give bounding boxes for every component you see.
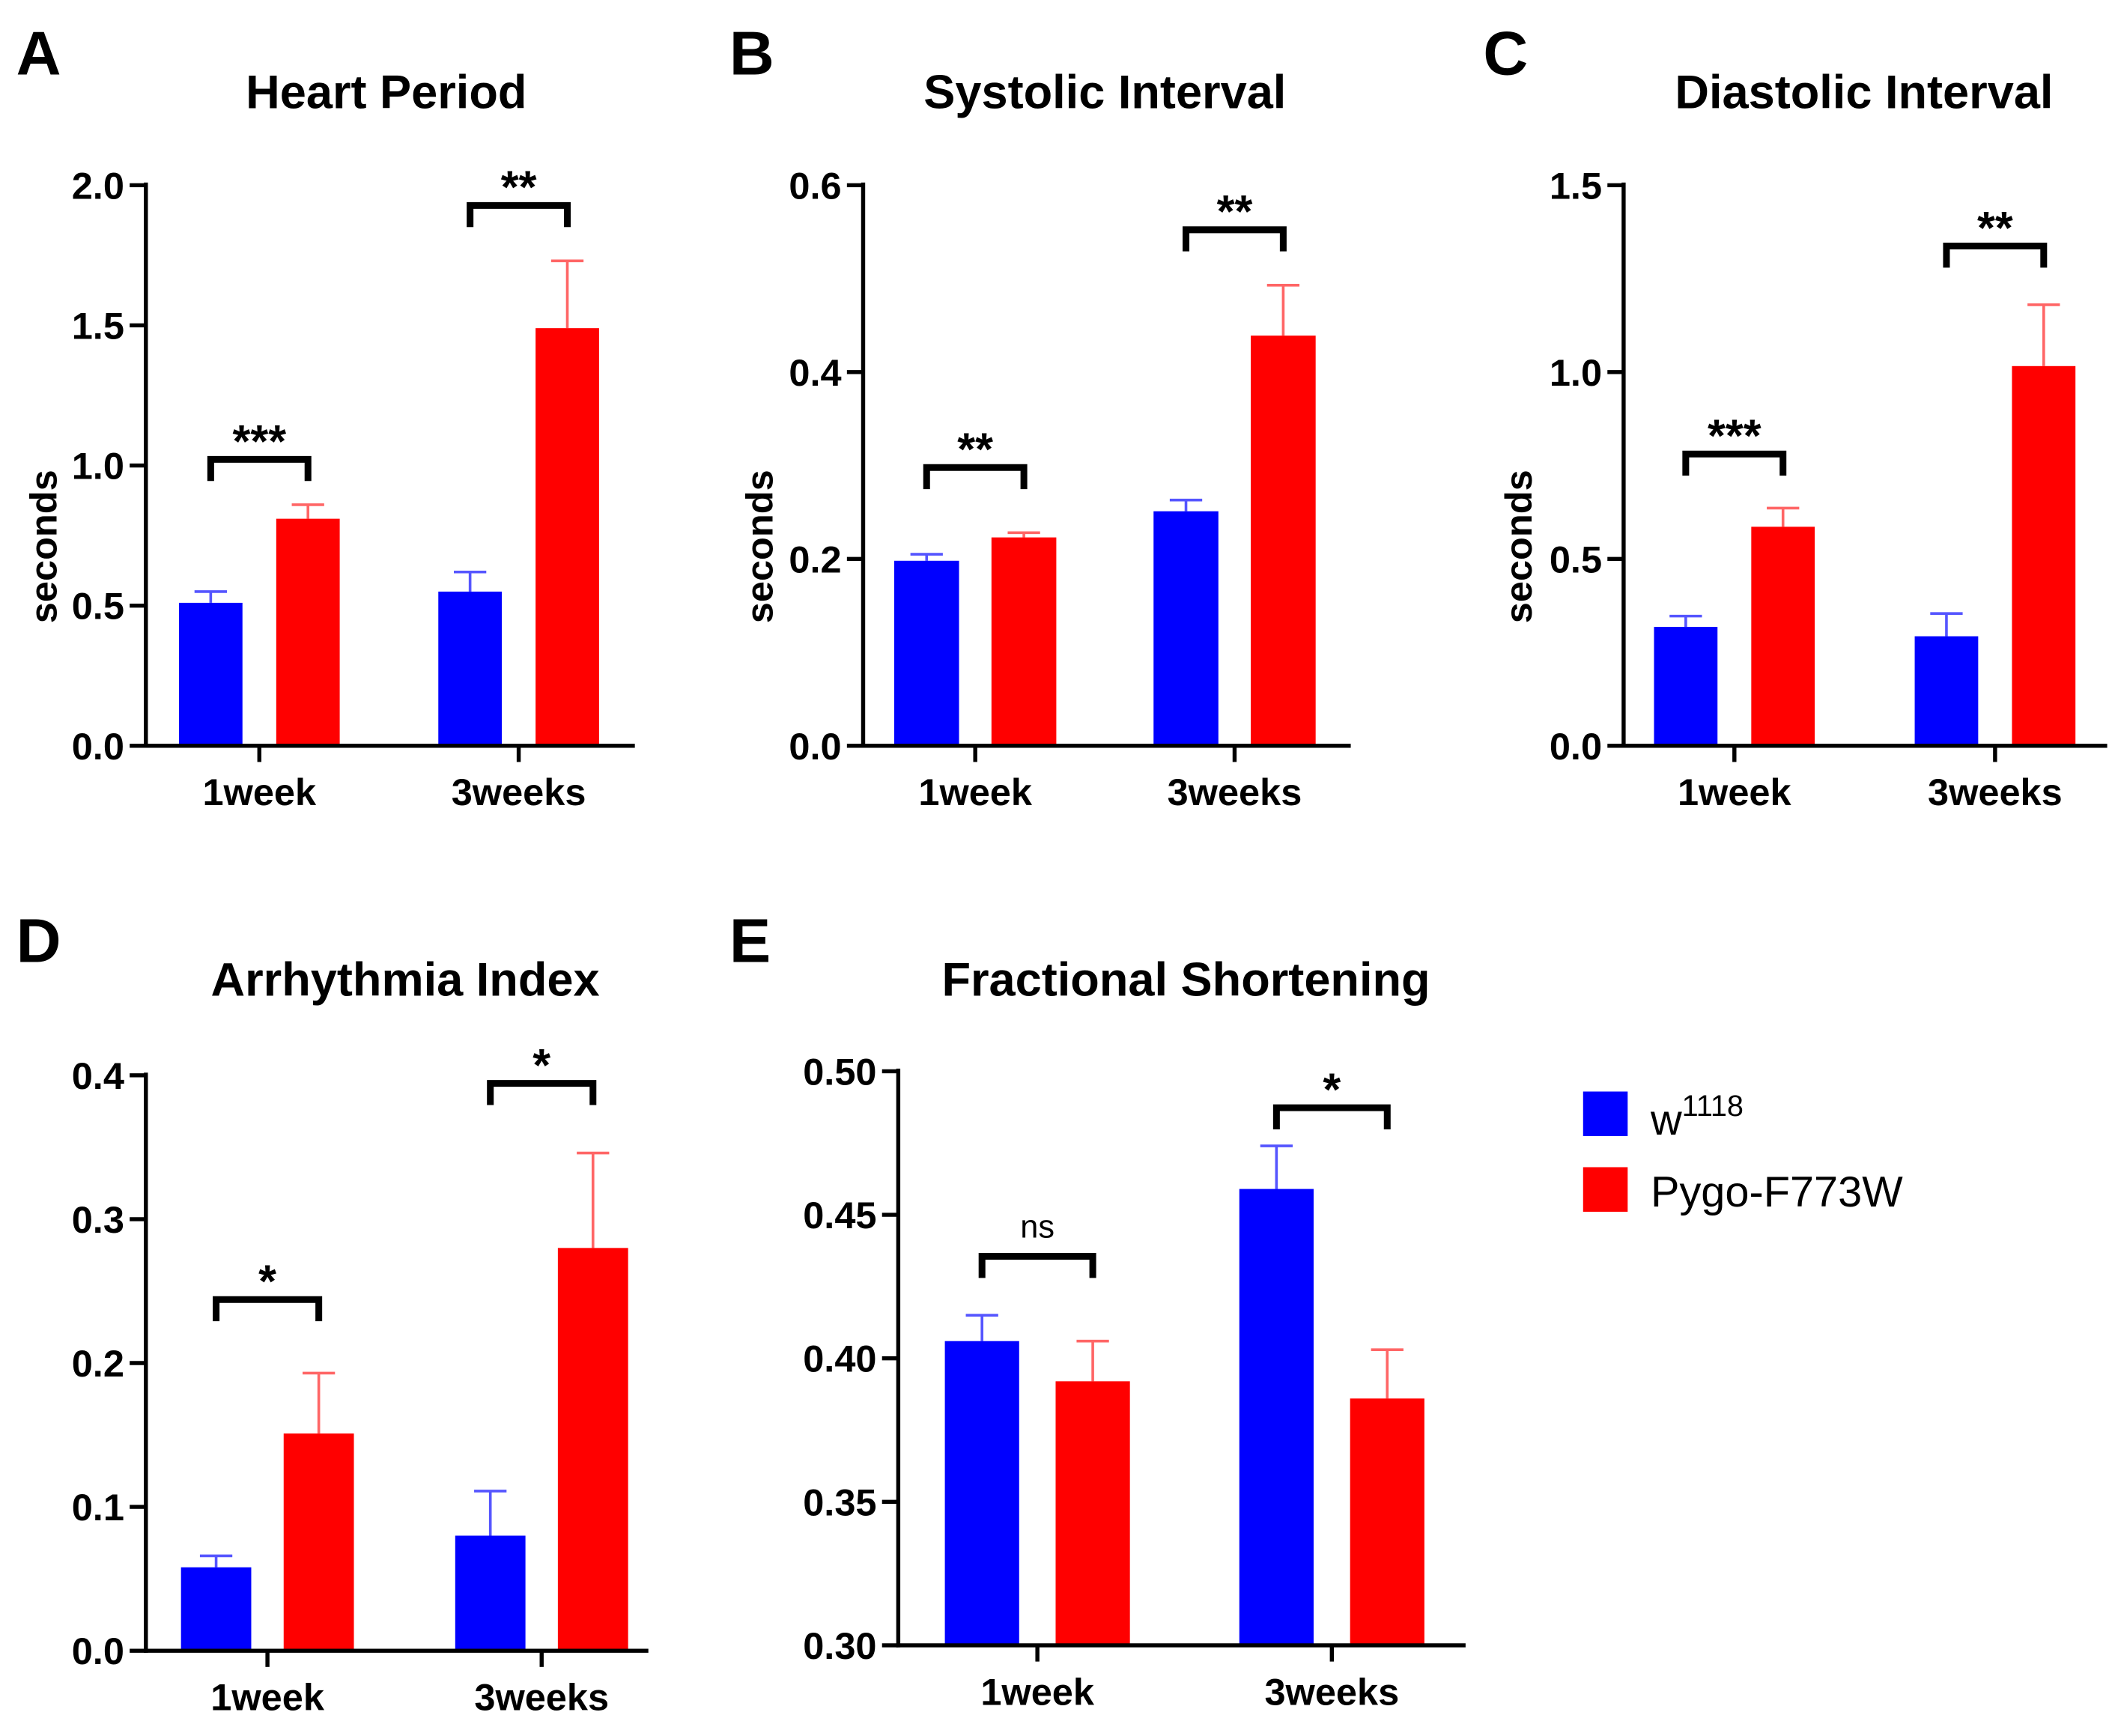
bar-pygo-f773w-3weeks (1350, 1398, 1424, 1645)
panel-d: D Arrhythmia Index 1week * 3weeks * 0.0 0.1 0.2 0… (16, 905, 649, 1719)
panel-b: B Systolic Interval seconds 1week ** 3weeks **… (729, 18, 1351, 813)
legend-swatch-pygo (1583, 1167, 1628, 1213)
y-tick-label: 1.5 (72, 304, 124, 347)
bar-w1118-1week (893, 560, 959, 746)
y-tick-label: 0.0 (789, 725, 841, 768)
significance-label: ** (1217, 185, 1253, 237)
bar-w1118-1week (178, 602, 243, 746)
y-tick-label: 0.4 (72, 1054, 124, 1097)
significance-bracket (923, 464, 1028, 490)
x-tick-label: 1week (980, 1670, 1095, 1713)
bar-w1118-3weeks (1239, 1189, 1314, 1645)
y-tick-label: 0.40 (803, 1338, 876, 1380)
y-tick-label: 0.6 (789, 164, 841, 207)
significance-label: * (1323, 1063, 1341, 1115)
y-axis-label: seconds (1497, 470, 1540, 623)
bar-w1118-3weeks (1914, 636, 1979, 746)
y-tick-label: 2.0 (72, 164, 124, 207)
significance-bracket (487, 1080, 597, 1105)
panel-letter: B (729, 18, 774, 88)
x-tick-label: 3weeks (1168, 771, 1302, 813)
y-axis-label: seconds (22, 470, 65, 623)
x-tick-label: 3weeks (452, 771, 586, 813)
significance-label: ** (957, 423, 993, 475)
bar-pygo-f773w-3weeks (2012, 365, 2076, 746)
panel-letter: A (16, 18, 61, 88)
significance-bracket (467, 201, 571, 228)
panel-a: A Heart Period seconds 1week *** 3weeks ** 0.0 0… (16, 18, 635, 813)
legend: w1118 Pygo-F773W (1583, 1090, 1903, 1216)
bar-w1118-3weeks (455, 1535, 526, 1651)
legend-label-pygo: Pygo-F773W (1651, 1168, 1903, 1216)
y-tick-label: 0.5 (72, 585, 124, 628)
chart-title: Arrhythmia Index (211, 953, 600, 1006)
legend-label-w1118: w1118 (1650, 1090, 1744, 1144)
x-tick-label: 1week (1678, 771, 1792, 813)
bar-pygo-f773w-3weeks (557, 1248, 628, 1651)
chart-title: Heart Period (246, 66, 527, 118)
y-tick-label: 0.2 (789, 538, 841, 580)
y-tick-label: 0.45 (803, 1194, 876, 1236)
y-tick-label: 0.2 (72, 1342, 124, 1385)
significance-bracket (1943, 242, 2048, 268)
significance-label: *** (232, 415, 286, 467)
y-tick-label: 0.50 (803, 1050, 876, 1093)
bar-w1118-3weeks (1153, 511, 1219, 746)
significance-label: ns (1020, 1209, 1055, 1245)
bar-w1118-1week (1654, 627, 1718, 746)
panel-letter: C (1483, 18, 1528, 88)
y-tick-label: 0.0 (72, 725, 124, 768)
panel-e: E Fractional Shortening 1week ns 3weeks * 0.30… (729, 905, 1466, 1713)
bar-pygo-f773w-1week (1055, 1381, 1130, 1645)
legend-swatch-w1118 (1583, 1091, 1628, 1137)
bar-pygo-f773w-3weeks (535, 328, 599, 746)
chart-title: Diastolic Interval (1675, 66, 2053, 118)
bar-w1118-1week (180, 1567, 252, 1651)
bar-pygo-f773w-3weeks (1251, 336, 1316, 746)
significance-bracket (1272, 1104, 1391, 1129)
y-tick-label: 0.35 (803, 1481, 876, 1523)
chart-title: Fractional Shortening (941, 953, 1430, 1006)
bar-pygo-f773w-1week (283, 1433, 354, 1651)
x-tick-label: 3weeks (1264, 1670, 1399, 1713)
x-tick-label: 1week (918, 771, 1033, 813)
panel-letter: E (729, 905, 771, 975)
y-axis-label: seconds (738, 470, 781, 623)
y-tick-label: 0.30 (803, 1624, 876, 1667)
y-tick-label: 1.0 (72, 445, 124, 488)
bar-pygo-f773w-1week (276, 518, 340, 746)
x-tick-label: 3weeks (1928, 771, 2063, 813)
x-tick-label: 3weeks (474, 1676, 609, 1719)
significance-label: ** (501, 161, 537, 213)
bar-w1118-1week (944, 1341, 1019, 1645)
bar-pygo-f773w-1week (991, 537, 1057, 746)
y-tick-label: 1.0 (1550, 351, 1602, 394)
bar-w1118-3weeks (438, 591, 503, 746)
significance-bracket (1682, 450, 1787, 476)
y-tick-label: 0.0 (1550, 725, 1602, 768)
chart-title: Systolic Interval (923, 66, 1286, 118)
significance-label: * (258, 1255, 276, 1307)
panel-letter: D (16, 905, 61, 975)
y-tick-label: 0.1 (72, 1486, 124, 1529)
y-tick-label: 0.5 (1550, 538, 1602, 580)
y-tick-label: 1.5 (1550, 164, 1602, 207)
significance-bracket (213, 1296, 323, 1322)
y-tick-label: 0.4 (789, 351, 841, 394)
panel-c: C Diastolic Interval seconds 1week *** 3weeks… (1483, 18, 2108, 813)
significance-bracket (978, 1253, 1096, 1278)
significance-bracket (207, 455, 312, 482)
significance-label: * (532, 1039, 550, 1090)
significance-label: ** (1977, 201, 2013, 253)
significance-label: *** (1708, 410, 1762, 461)
x-tick-label: 1week (210, 1676, 325, 1719)
significance-bracket (1183, 226, 1287, 252)
x-tick-label: 1week (202, 771, 317, 813)
y-tick-label: 0.0 (72, 1630, 124, 1672)
bar-pygo-f773w-1week (1751, 526, 1815, 746)
y-tick-label: 0.3 (72, 1198, 124, 1241)
